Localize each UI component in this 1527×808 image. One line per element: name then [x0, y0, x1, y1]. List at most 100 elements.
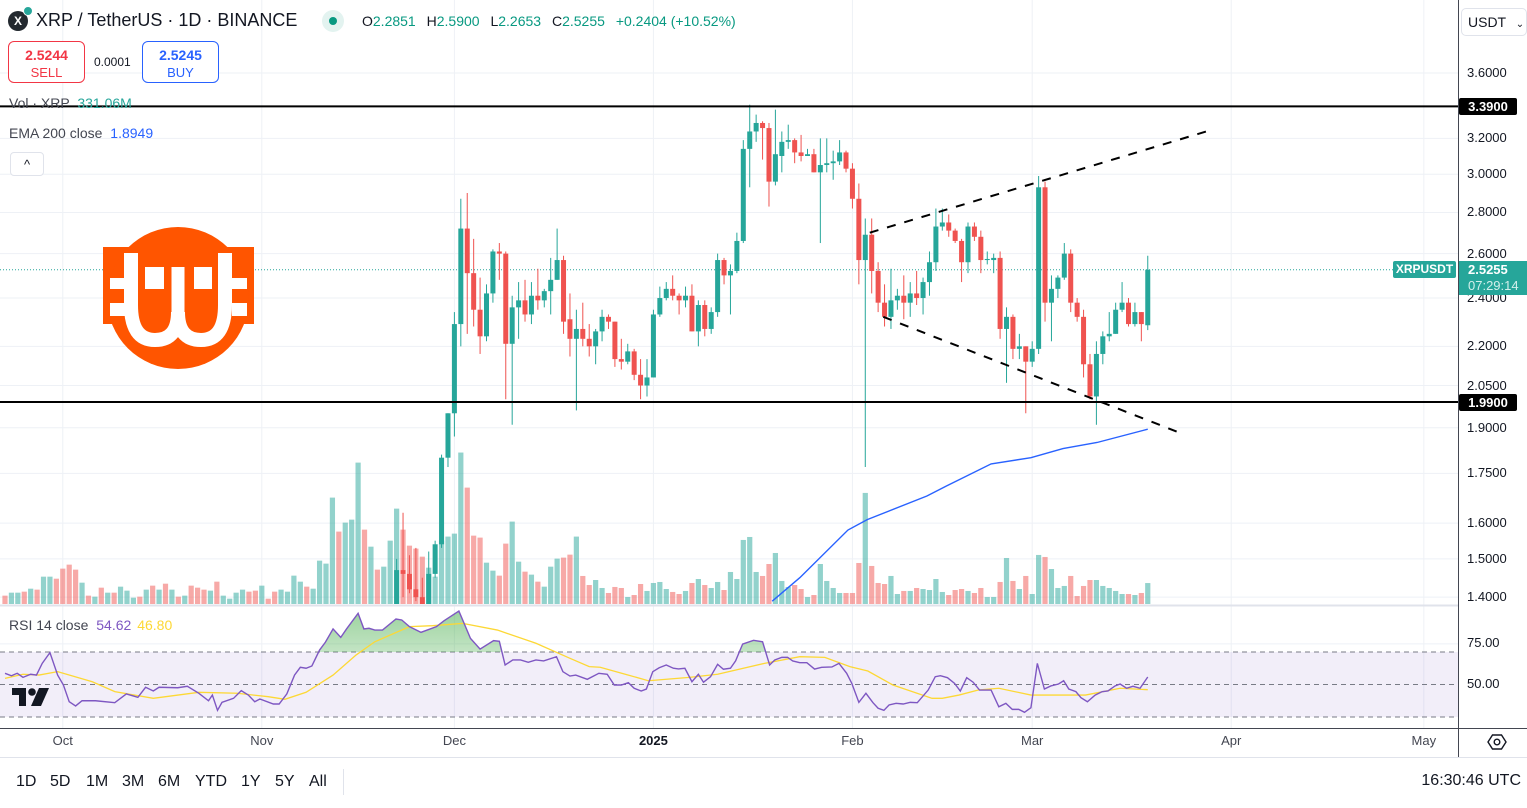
volume-bar: [817, 564, 823, 604]
candle: [978, 230, 984, 274]
volume-bar: [933, 579, 939, 604]
candle-body: [785, 140, 791, 142]
candle-body: [1126, 302, 1131, 325]
time-axis-label: Mar: [1020, 733, 1044, 748]
candle-body: [638, 374, 644, 386]
candle: [567, 293, 573, 357]
candle-body: [882, 302, 888, 317]
candle-body: [522, 300, 528, 315]
volume-bar: [477, 537, 483, 604]
candle-body: [432, 544, 438, 574]
candle: [965, 222, 971, 274]
candle-body: [650, 314, 656, 378]
range-button-1d[interactable]: 1D: [16, 773, 37, 790]
volume-bar: [516, 561, 522, 604]
candle-body: [753, 122, 759, 132]
candle: [657, 286, 663, 317]
range-button-ytd[interactable]: YTD: [195, 773, 227, 790]
trendlines[interactable]: [869, 128, 1213, 435]
volume-bar: [804, 596, 811, 604]
candle: [426, 551, 432, 604]
candle-body: [471, 273, 477, 310]
candle: [740, 140, 746, 244]
volume-bar: [830, 587, 836, 604]
candle-body: [760, 122, 766, 129]
candle: [1010, 314, 1016, 360]
rsi-legend[interactable]: RSI 14 close 54.62 46.80: [9, 617, 172, 633]
candle-body: [1061, 253, 1067, 278]
candle: [676, 293, 682, 315]
candle: [792, 138, 798, 164]
sell-button[interactable]: 2.5244 SELL: [8, 41, 85, 83]
candle-body: [843, 152, 849, 169]
candle-body: [907, 293, 913, 303]
candle: [1126, 298, 1131, 327]
volume-bar: [34, 589, 40, 604]
candle: [760, 121, 766, 160]
volume-bar: [939, 591, 945, 604]
time-axis-label: 2025: [638, 733, 668, 748]
candle-body: [625, 351, 631, 362]
candle-body: [670, 288, 676, 296]
volume-bar: [195, 587, 201, 604]
tradingview-logo[interactable]: [12, 688, 49, 706]
range-button-all[interactable]: All: [309, 773, 327, 790]
candle-body: [573, 328, 579, 339]
volume-bar: [971, 592, 978, 604]
volume-bar: [342, 522, 348, 604]
candle-body: [1093, 353, 1099, 397]
volume-bar: [60, 568, 66, 604]
collapse-legend-button[interactable]: ^: [10, 152, 44, 176]
candle-body: [503, 253, 509, 344]
symbol-title[interactable]: XRP / TetherUS · 1D · BINANCE: [36, 10, 298, 30]
candle: [1145, 255, 1151, 331]
settings-gear-icon[interactable]: [1487, 734, 1507, 750]
volume-bar: [304, 586, 310, 604]
candle: [817, 138, 823, 244]
horizontal-levels[interactable]: [0, 105, 1458, 404]
currency-dropdown[interactable]: USDT ⌄: [1461, 8, 1527, 36]
clock[interactable]: 16:30:46 UTC: [1421, 772, 1521, 789]
buy-button[interactable]: 2.5245 BUY: [142, 41, 219, 83]
candle-body: [477, 309, 483, 337]
candle-body: [817, 165, 823, 173]
range-button-3m[interactable]: 3M: [122, 773, 145, 790]
candle-body: [1074, 302, 1080, 317]
volume-bar: [670, 591, 676, 604]
range-button-1m[interactable]: 1M: [86, 773, 109, 790]
range-button-5d[interactable]: 5D: [50, 773, 71, 790]
range-button-5y[interactable]: 5Y: [275, 773, 295, 790]
candle-body: [554, 260, 560, 280]
candle-body: [946, 222, 952, 231]
volume-bar: [2, 595, 8, 604]
volume-bar: [150, 585, 156, 604]
candle-body: [1145, 269, 1151, 326]
candle-body: [792, 140, 798, 153]
candle: [695, 300, 701, 347]
volume-bar: [560, 557, 567, 604]
candle: [715, 253, 721, 317]
range-button-6m[interactable]: 6M: [158, 773, 181, 790]
volume-bar: [278, 589, 284, 604]
volume-bar: [483, 562, 490, 604]
volume-bar: [445, 536, 451, 604]
volume-bar: [837, 592, 843, 604]
candle-body: [747, 131, 753, 149]
volume-bar: [509, 521, 515, 604]
market-open-status-icon[interactable]: [322, 10, 344, 32]
range-button-1y[interactable]: 1Y: [241, 773, 261, 790]
candle: [1119, 282, 1125, 313]
volume-bar: [214, 581, 220, 604]
candle-body: [1042, 187, 1048, 303]
current-price-badge: 2.5255 07:29:14: [1459, 260, 1527, 295]
ema-legend[interactable]: EMA 200 close 1.8949: [9, 125, 153, 141]
volume-bar: [984, 596, 990, 604]
volume-bar: [637, 584, 644, 604]
candle-body: [901, 295, 907, 303]
volume-bar: [284, 591, 291, 604]
volume-bar: [573, 536, 579, 604]
chart-canvas[interactable]: [0, 0, 1527, 760]
candle: [939, 208, 945, 231]
volume-legend[interactable]: Vol · XRP 331.06M: [9, 95, 132, 111]
candle: [971, 222, 977, 241]
